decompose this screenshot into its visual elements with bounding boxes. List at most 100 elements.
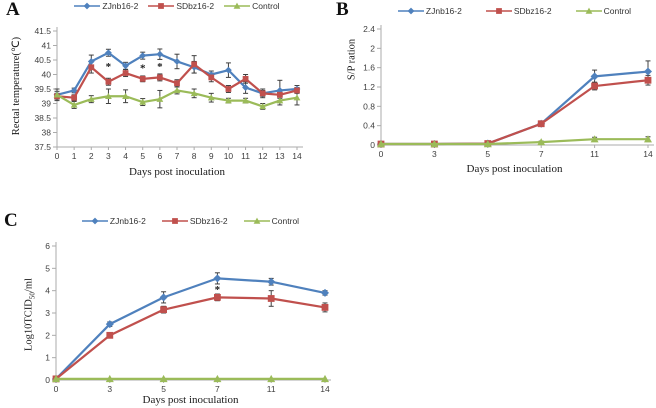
triangle-legend-icon [224, 2, 251, 9]
y-tick-label: 1 [45, 353, 50, 363]
y-tick-label: 41 [42, 41, 52, 51]
triangle-marker [87, 95, 95, 102]
x-tick-label: 3 [432, 149, 437, 159]
triangle-legend-icon [243, 217, 270, 224]
y-tick-label: 3 [45, 308, 50, 318]
triangle-marker [173, 87, 181, 94]
triangle-marker [52, 374, 60, 383]
legend-label: ZJnb16-2 [425, 6, 462, 16]
legend-a: ZJnb16-2 SDbz16-2 Control [57, 1, 297, 11]
legend-label: SDbz16-2 [189, 216, 228, 226]
y-axis-label-text: S/P ration [346, 38, 358, 81]
x-tick-label: 8 [192, 151, 197, 161]
significance-asterisk: * [140, 62, 146, 74]
square-legend-icon [485, 8, 512, 14]
y-tick-label: 2 [370, 43, 375, 53]
x-tick-label: 11 [241, 151, 250, 161]
y-tick-label: 2 [45, 330, 50, 340]
triangle-marker [225, 97, 232, 104]
triangle-marker [139, 98, 147, 105]
x-axis-label-c: Days post inoculation [142, 394, 239, 406]
panel-b: B ZJnb16-2 SDbz16-2 Control 0 0.4 0.8 1.2 1.6 2… [330, 0, 656, 188]
y-tick-label: 37.5 [34, 142, 51, 152]
x-tick-label: 14 [320, 384, 330, 394]
triangle-marker [242, 97, 249, 104]
series-ZJnb16-2 [377, 67, 652, 149]
square-marker [267, 295, 275, 302]
square-marker [591, 82, 598, 90]
diamond-marker [590, 72, 599, 81]
diamond-marker [159, 293, 168, 302]
x-tick-label: 0 [55, 151, 60, 161]
diamond-marker [267, 277, 276, 286]
triangle-marker [70, 101, 78, 108]
y-tick-label: 0.8 [363, 101, 375, 111]
x-tick-label: 13 [275, 151, 285, 161]
triangle-marker [537, 138, 546, 146]
panel-b-letter: B [336, 0, 349, 20]
legend-c: ZJnb16-2 SDbz16-2 Control [56, 216, 325, 226]
square-marker [191, 61, 198, 68]
triangle-marker [213, 374, 222, 383]
triangle-marker [644, 135, 652, 143]
y-tick-label: 38.5 [34, 113, 51, 123]
diamond-marker [321, 288, 329, 297]
triangle-marker [105, 374, 114, 383]
x-tick-label: 10 [224, 151, 234, 161]
triangle-marker [377, 140, 385, 148]
triangle-marker [105, 92, 112, 99]
series-Control [377, 135, 652, 148]
series-SDbz16-2 [52, 293, 329, 383]
square-marker [160, 306, 167, 314]
diamond-marker [105, 49, 112, 57]
y-tick-label: 0 [45, 375, 50, 385]
y-tick-label: 5 [45, 263, 50, 273]
x-tick-label: 14 [643, 149, 653, 159]
panel-c: C ZJnb16-2 SDbz16-2 Control 0 1 2 3 4 5 6 0 3 5 7 11 1… [0, 190, 372, 408]
diamond-marker [87, 58, 95, 65]
legend-item-Control: Control [575, 6, 632, 16]
legend-label: SDbz16-2 [176, 1, 215, 11]
y-tick-label: 0.4 [363, 121, 375, 131]
square-marker [644, 76, 652, 84]
significance-asterisk: * [157, 61, 163, 73]
legend-item-SDbz16-2: SDbz16-2 [161, 216, 228, 226]
significance-asterisk: * [106, 61, 112, 73]
panel-a-letter: A [6, 0, 20, 20]
y-tick-label: 38 [42, 128, 52, 138]
y-tick-label: 2.4 [363, 24, 375, 34]
legend-b: ZJnb16-2 SDbz16-2 Control [381, 6, 648, 16]
x-tick-label: 0 [379, 149, 384, 159]
x-tick-label: 11 [267, 384, 276, 394]
square-marker [294, 87, 300, 94]
diamond-marker [242, 84, 249, 91]
square-marker [242, 75, 249, 82]
legend-label: Control [603, 6, 632, 16]
triangle-marker [156, 95, 164, 102]
series-ZJnb16-2 [52, 274, 329, 383]
series-SDbz16-2 [377, 76, 652, 148]
y-tick-label: 6 [45, 241, 50, 251]
triangle-marker [321, 374, 329, 383]
y-axis-label-text: 50 [28, 292, 37, 300]
triangle-marker [53, 91, 61, 98]
series-Control [52, 374, 329, 383]
triangle-marker [430, 140, 439, 148]
triangle-marker [159, 374, 168, 383]
y-tick-label: 0 [370, 140, 375, 150]
square-marker [139, 75, 146, 82]
diamond-marker [644, 67, 652, 76]
square-marker [276, 91, 283, 98]
panel-a: A ZJnb16-2 SDbz16-2 Control 37.5 38 38.5 39 39… [0, 0, 330, 188]
x-tick-label: 7 [175, 151, 180, 161]
diamond-marker [70, 87, 78, 94]
triangle-marker [190, 89, 198, 97]
y-axis-label-c: Log10TCID50/ml [23, 240, 36, 390]
y-tick-label: 41.5 [34, 26, 51, 36]
triangle-marker [267, 374, 276, 383]
triangle-marker [483, 140, 492, 148]
square-marker [174, 80, 180, 87]
error-bars-ZJnb16-2 [378, 60, 651, 146]
x-tick-label: 2 [89, 151, 94, 161]
square-marker [225, 86, 232, 92]
